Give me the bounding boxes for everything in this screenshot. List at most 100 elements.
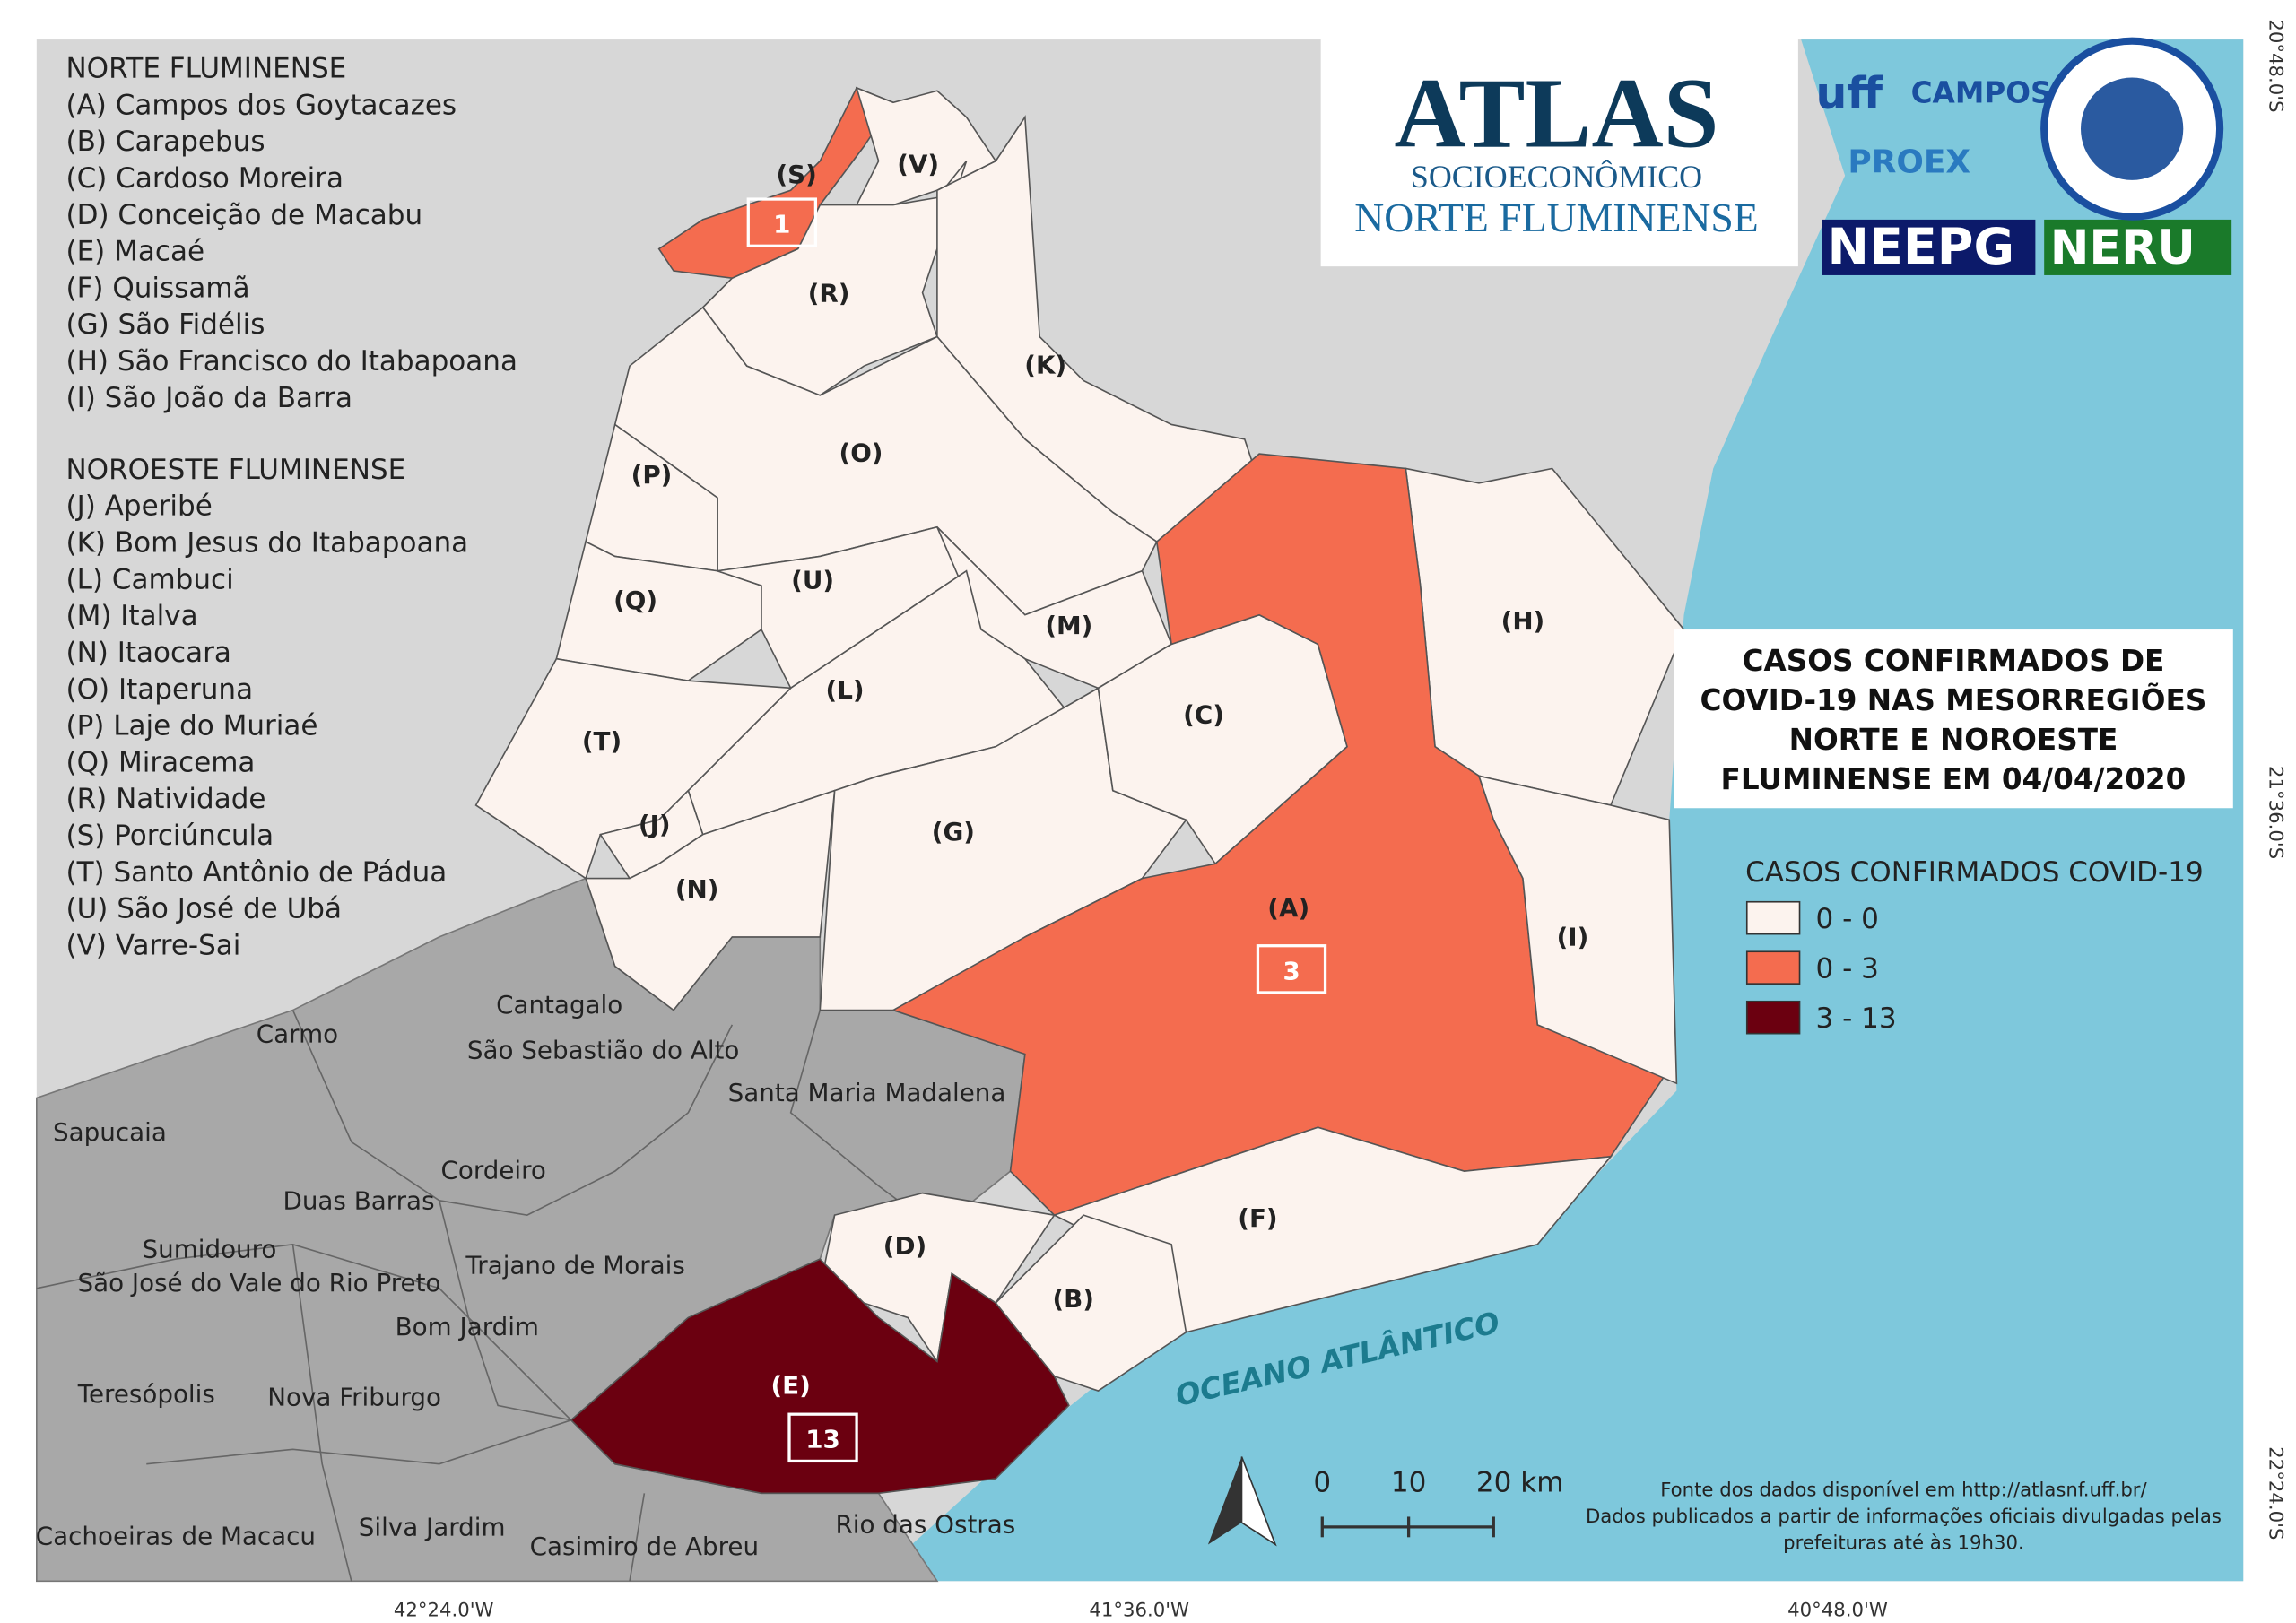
map-label: (L) [826, 675, 865, 705]
map-title: COVID-19 NAS MESORREGIÕES [1700, 682, 2207, 717]
municipality-entry: (M) Italva [65, 600, 197, 632]
case-count: 1 [773, 210, 790, 239]
logo-line: NORTE FLUMINENSE [1354, 195, 1758, 240]
scale-label: 0 [1313, 1467, 1331, 1499]
legend-swatch [1745, 900, 1801, 935]
municipality-entry: (U) São José de Ubá [65, 893, 342, 925]
map-label: (E) [770, 1370, 810, 1400]
neighbor-label: Silva Jardim [359, 1513, 506, 1542]
map-label: (K) [1024, 350, 1066, 379]
partner-text: CAMPOS [1911, 75, 2052, 109]
neighbor-label: Carmo [257, 1019, 338, 1048]
map-label: (G) [932, 817, 975, 846]
partner-text: uff [1815, 68, 1883, 119]
neighbor-label: Trajano de Morais [465, 1250, 684, 1280]
region-title: NORTE FLUMINENSE [65, 53, 346, 85]
map-label: (S) [776, 160, 816, 189]
latitude-label: 22°24.0'S [2265, 1446, 2287, 1540]
neighbor-label: Cordeiro [440, 1155, 545, 1185]
neighbor-label: São José do Vale do Rio Preto [77, 1268, 440, 1298]
scale-label: 10 [1391, 1467, 1426, 1499]
map-label: (M) [1045, 611, 1092, 640]
source-text: prefeituras até às 19h30. [1783, 1532, 2024, 1554]
partner-bg [1822, 219, 2036, 275]
map-label: (V) [897, 150, 939, 179]
municipality-entry: (L) Cambuci [65, 563, 233, 595]
case-count: 13 [805, 1425, 840, 1454]
case-box [1256, 944, 1327, 994]
municipality-entry: (I) São João da Barra [65, 382, 352, 414]
source-text: Dados publicados a partir de informações… [1586, 1506, 2222, 1528]
neighbor-label: Sumidouro [143, 1234, 277, 1263]
municipality-entry: (T) Santo Antônio de Pádua [65, 856, 447, 889]
municipality-entry: (G) São Fidélis [65, 308, 265, 341]
logo-title: ATLAS [1395, 58, 1719, 169]
map-title: CASOS CONFIRMADOS DE [1743, 644, 2165, 678]
neighbor-label: Rio das Ostras [835, 1509, 1015, 1539]
municipality-entry: (E) Macaé [65, 236, 204, 268]
map-label: (T) [582, 726, 622, 756]
municipality-entry: (P) Laje do Muriaé [65, 710, 317, 742]
neighbor-label: Cachoeiras de Macacu [36, 1521, 316, 1550]
municipality-entry: (S) Porciúncula [65, 820, 274, 852]
municipalities [474, 86, 1685, 1495]
partner-bg [2044, 219, 2232, 275]
neighbor-label: Bom Jardim [396, 1312, 539, 1341]
neighbor-label: Casimiro de Abreu [530, 1532, 759, 1561]
municipality-entry: (H) São Francisco do Itabapoana [65, 345, 517, 378]
municipality-entry: (F) Quissamã [65, 272, 249, 304]
neighbor-borders [36, 1010, 938, 1582]
legend-label: 3 - 13 [1815, 1002, 1896, 1035]
case-box [746, 197, 818, 247]
scale-label: 20 km [1476, 1467, 1563, 1499]
logo-box [1320, 36, 1798, 267]
municipality-entry: (D) Conceição de Macabu [65, 199, 422, 231]
legend-label: 0 - 3 [1815, 953, 1878, 985]
neighbor-label: Nova Friburgo [267, 1382, 441, 1411]
case-box [787, 1412, 858, 1463]
municipality-entry: (N) Itaocara [65, 637, 230, 669]
legend-label: 0 - 0 [1815, 903, 1878, 935]
municipality-entry: (B) Carapebus [65, 126, 265, 158]
neighbor-label: Santa Maria Madalena [728, 1078, 1006, 1107]
title-box [1674, 629, 2233, 809]
neighbor-label: São Sebastião do Alto [467, 1035, 740, 1064]
map-label: (P) [631, 460, 673, 490]
partner-text: NEEPG [1828, 218, 2015, 276]
neighbor-label: Sapucaia [53, 1117, 167, 1147]
longitude-label: 40°48.0'W [1787, 1599, 1888, 1621]
latitude-label: 21°36.0'S [2265, 766, 2287, 859]
neighbor-label: Cantagalo [496, 990, 622, 1020]
neighbor-label: Duas Barras [283, 1186, 434, 1216]
longitude-label: 42°24.0'W [394, 1599, 494, 1621]
source-text: Fonte dos dados disponível em http://atl… [1660, 1480, 2147, 1502]
municipality-entry: (Q) Miracema [65, 746, 255, 778]
map-label: (H) [1501, 606, 1545, 636]
map-label: (R) [808, 278, 850, 308]
scale-bar [1320, 1516, 1495, 1538]
map-label: (B) [1052, 1284, 1094, 1314]
longitude-label: 41°36.0'W [1089, 1599, 1189, 1621]
legend-swatch [1745, 950, 1801, 985]
municipality-entry: (K) Bom Jesus do Itabapoana [65, 527, 468, 560]
north-arrow [1207, 1456, 1277, 1547]
ocean [871, 39, 2244, 1582]
map-label: (N) [675, 874, 719, 904]
map-label: (O) [839, 438, 883, 467]
map-title: NORTE E NOROESTE [1789, 723, 2118, 757]
map-label: (C) [1183, 700, 1224, 730]
municipality-entry: (O) Itaperuna [65, 673, 253, 706]
logo-line: SOCIOECONÔMICO [1411, 159, 1702, 195]
legend-swatch [1745, 1000, 1801, 1035]
municipality-entry: (R) Natividade [65, 783, 265, 815]
map-label: (D) [883, 1231, 926, 1261]
neighbor-label: Teresópolis [77, 1379, 215, 1409]
map-label: (A) [1267, 893, 1309, 923]
map-label: (U) [791, 565, 834, 595]
municipality-entry: (C) Cardoso Moreira [65, 162, 344, 195]
legend-title: CASOS CONFIRMADOS COVID-19 [1745, 856, 2204, 889]
municipality-entry: (J) Aperibé [65, 490, 212, 523]
map-label: (F) [1238, 1203, 1277, 1233]
